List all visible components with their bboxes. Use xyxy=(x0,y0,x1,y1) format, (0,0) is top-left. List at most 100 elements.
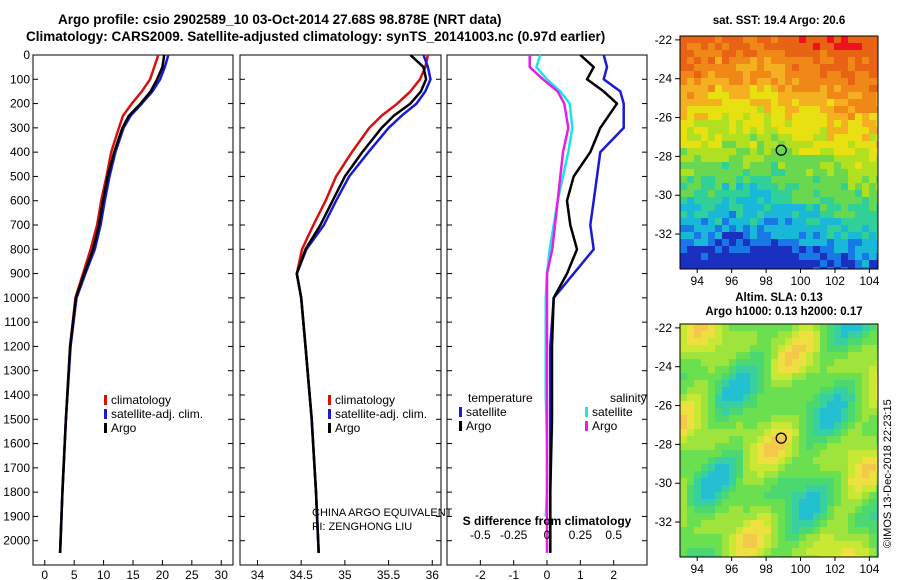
legend-swatch xyxy=(459,407,462,417)
map-cell xyxy=(757,211,765,219)
map-cell xyxy=(701,450,709,458)
map-cell xyxy=(722,408,730,416)
map-cell xyxy=(680,106,688,114)
map-cell xyxy=(771,141,779,149)
map-cell xyxy=(778,43,786,51)
map-cell xyxy=(785,43,793,51)
map-cell xyxy=(834,450,842,458)
map-cell xyxy=(757,232,765,240)
map-cell xyxy=(743,50,751,58)
map-cell xyxy=(841,471,849,479)
map-cell xyxy=(785,513,793,521)
map-cell xyxy=(785,183,793,191)
map-cell xyxy=(750,141,758,149)
map-cell xyxy=(771,464,779,472)
legend-entry: climatology xyxy=(335,393,395,407)
map-cell xyxy=(785,64,793,72)
map-cell xyxy=(827,478,835,486)
map-cell xyxy=(869,141,877,149)
map-cell xyxy=(820,50,828,58)
map-cell xyxy=(764,64,772,72)
map-cell xyxy=(722,141,730,149)
map-cell xyxy=(750,99,758,107)
map-cell xyxy=(876,141,878,149)
map-cell xyxy=(680,43,688,51)
map-cell xyxy=(869,43,877,51)
map-cell xyxy=(736,64,744,72)
map-cell xyxy=(813,534,821,542)
map-cell xyxy=(862,401,870,409)
map-cell xyxy=(729,113,737,121)
legend-entry: Argo xyxy=(466,419,492,433)
map-cell xyxy=(743,429,751,437)
map-cell xyxy=(722,436,730,444)
map-cell xyxy=(869,534,877,542)
map-cell xyxy=(869,155,877,163)
map-cell xyxy=(722,415,730,423)
map-cell xyxy=(869,253,877,261)
map-cell xyxy=(715,36,723,44)
map-cell xyxy=(876,366,878,374)
map-cell xyxy=(827,43,835,51)
map-cell xyxy=(806,92,814,100)
map-cell xyxy=(687,267,695,269)
map-cell xyxy=(841,92,849,100)
map-cell xyxy=(680,253,688,261)
map-cell xyxy=(764,218,772,226)
map-cell xyxy=(701,260,709,268)
map-cell xyxy=(764,338,772,346)
map-cell xyxy=(834,464,842,472)
map-cell xyxy=(855,429,863,437)
map-cell xyxy=(708,352,716,360)
map-cell xyxy=(841,169,849,177)
map-cell xyxy=(876,373,878,381)
map-cell xyxy=(736,485,744,493)
map-cell xyxy=(785,527,793,535)
map-cell xyxy=(785,394,793,402)
map-cell xyxy=(820,534,828,542)
map-cell xyxy=(687,99,695,107)
map-cell xyxy=(715,169,723,177)
map-cell xyxy=(848,394,856,402)
map-cell xyxy=(785,457,793,465)
map-cell xyxy=(778,239,786,247)
map-cell xyxy=(750,43,758,51)
map-cell xyxy=(848,176,856,184)
map-cell xyxy=(757,155,765,163)
map-cell xyxy=(771,387,779,395)
map-cell xyxy=(778,324,786,332)
map-cell xyxy=(792,78,800,86)
map-cell xyxy=(862,92,870,100)
s-difference-tick-label: 0.5 xyxy=(605,528,622,542)
map-cell xyxy=(834,527,842,535)
map-cell xyxy=(869,64,877,72)
map-cell xyxy=(855,43,863,51)
map-cell xyxy=(848,450,856,458)
map-cell xyxy=(694,106,702,114)
map-cell xyxy=(827,120,835,128)
map-cell xyxy=(869,267,877,269)
map-cell xyxy=(799,380,807,388)
map-cell xyxy=(736,478,744,486)
map-cell xyxy=(694,492,702,500)
map-cell xyxy=(869,71,877,79)
map-cell xyxy=(876,450,878,458)
map-cell xyxy=(722,204,730,212)
map-cell xyxy=(715,373,723,381)
map-cell xyxy=(764,155,772,163)
map-cell xyxy=(799,92,807,100)
map-cell xyxy=(743,127,751,135)
map-cell xyxy=(799,71,807,79)
map-cell xyxy=(764,499,772,507)
map-cell xyxy=(778,387,786,395)
map-cell xyxy=(855,548,863,556)
map-cell xyxy=(848,127,856,135)
map-cell xyxy=(876,527,878,535)
map-cell xyxy=(827,415,835,423)
map-cell xyxy=(806,471,814,479)
map-cell xyxy=(813,464,821,472)
map-cell xyxy=(792,134,800,142)
map-cell xyxy=(834,422,842,430)
map-cell xyxy=(750,78,758,86)
